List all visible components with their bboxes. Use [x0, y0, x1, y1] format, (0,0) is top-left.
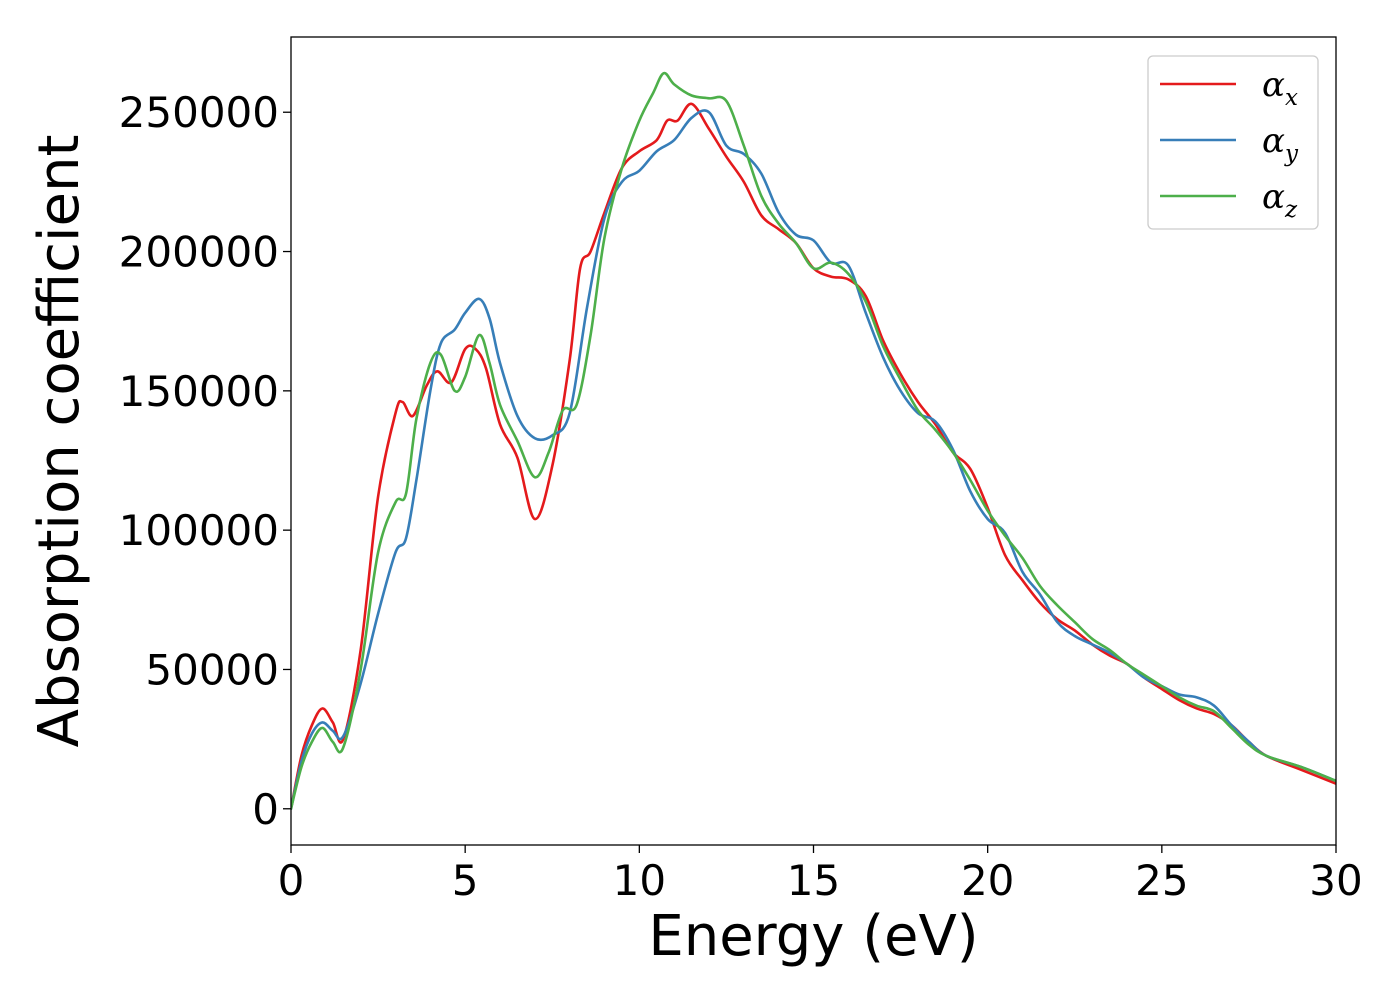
x-tick-label: 25 — [1135, 856, 1188, 905]
y-tick-label: 100000 — [119, 506, 279, 555]
x-tick-label: 5 — [452, 856, 479, 905]
series-line-x — [291, 102, 1336, 811]
y-tick-label: 250000 — [119, 88, 279, 137]
legend-subscript: x — [1285, 85, 1298, 111]
x-tick-label: 0 — [278, 856, 305, 905]
x-tick-label: 10 — [613, 856, 666, 905]
series-line-z — [291, 71, 1336, 811]
legend-subscript: z — [1284, 197, 1298, 223]
legend-label-z: αz — [1262, 177, 1298, 223]
y-tick-label: 150000 — [119, 367, 279, 416]
x-axis-title: Energy (eV) — [648, 904, 978, 969]
legend-subscript: y — [1284, 141, 1299, 167]
x-tick-label: 30 — [1309, 856, 1362, 905]
x-tick-label: 20 — [961, 856, 1014, 905]
x-axis-ticks: 0 5 10 15 20 25 30 — [278, 845, 1363, 905]
y-tick-label: 50000 — [145, 645, 279, 694]
y-tick-label: 200000 — [119, 228, 279, 277]
y-axis-title: Absorption coefficient — [27, 135, 92, 748]
x-tick-label: 15 — [787, 856, 840, 905]
legend-symbol: α — [1262, 121, 1285, 161]
legend-label-y: αy — [1262, 121, 1299, 167]
y-axis-ticks: 0 50000 100000 150000 200000 250000 — [119, 88, 291, 834]
legend-frame — [1147, 55, 1319, 230]
legend-symbol: α — [1262, 65, 1285, 105]
series-layer — [291, 71, 1336, 811]
y-tick-label: 0 — [252, 785, 279, 834]
legend-label-x: αx — [1262, 65, 1298, 111]
legend-symbol: α — [1262, 177, 1285, 217]
